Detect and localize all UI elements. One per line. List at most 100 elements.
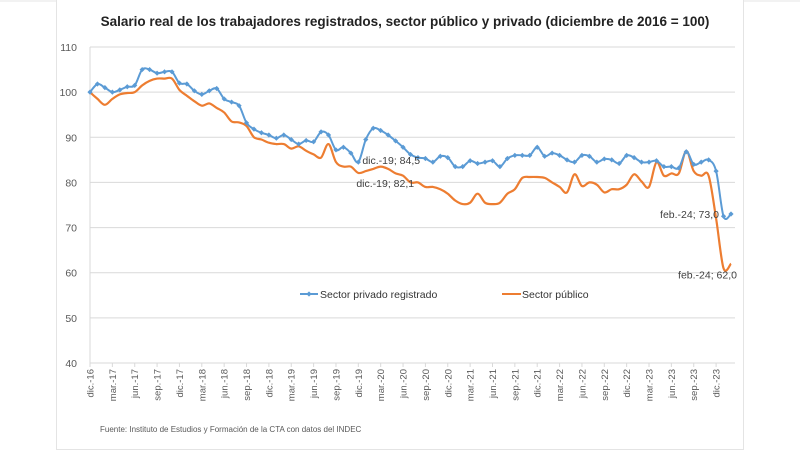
data-point-private: [683, 149, 689, 155]
data-point-private: [698, 159, 704, 165]
data-point-private: [258, 130, 265, 136]
x-tick-label: jun.-20: [399, 369, 410, 399]
x-tick-label: dic.-20: [443, 369, 454, 398]
data-point-private: [430, 159, 436, 165]
x-tick-label: mar.-17: [108, 369, 119, 401]
data-point-private: [631, 155, 637, 161]
x-tick-label: jun.-19: [309, 369, 320, 399]
data-point-private: [720, 213, 727, 219]
y-tick-label: 110: [60, 42, 77, 54]
data-point-private: [221, 96, 227, 102]
x-tick-label: jun.-21: [488, 369, 499, 399]
chart-frame: [56, 0, 744, 450]
legend-marker-private: [306, 291, 312, 297]
data-point-private: [169, 69, 175, 75]
y-tick-label: 100: [59, 87, 77, 99]
annotation-private-feb24: feb.-24; 73,0: [660, 209, 719, 221]
data-point-private: [94, 81, 101, 87]
data-point-private: [497, 164, 503, 170]
data-point-private: [437, 153, 443, 159]
y-tick-label: 50: [65, 313, 77, 325]
legend: Sector privado registrado Sector público: [300, 289, 589, 301]
annotation-public-feb24: feb.-24; 62,0: [678, 270, 737, 282]
x-tick-label: mar.-18: [197, 369, 208, 401]
source-note: Fuente: Instituto de Estudios y Formació…: [100, 425, 362, 434]
x-axis: dic.-16 mar.-17 jun.-17 sep.-17 dic.-17 mar.-…: [86, 363, 723, 401]
data-point-private: [422, 155, 429, 162]
x-tick-label: jun.-17: [130, 369, 141, 399]
data-point-private: [646, 159, 652, 165]
data-point-private: [214, 85, 220, 92]
data-point-private: [333, 147, 339, 153]
x-tick-label: mar.-21: [466, 369, 477, 401]
data-point-private: [325, 132, 332, 138]
data-point-private: [519, 152, 525, 158]
x-tick-label: dic.-23: [712, 369, 723, 398]
data-point-private: [102, 85, 108, 91]
y-tick-label: 70: [65, 223, 77, 235]
data-point-private: [229, 99, 235, 105]
data-point-private: [482, 159, 488, 165]
data-point-private: [445, 155, 451, 161]
data-point-private: [191, 88, 197, 94]
x-tick-label: mar.-20: [376, 369, 387, 401]
data-point-private: [363, 136, 369, 143]
data-point-private: [378, 127, 384, 134]
x-tick-label: mar.-19: [287, 369, 298, 401]
legend-label-public: Sector público: [522, 289, 589, 301]
data-point-private: [668, 164, 674, 170]
legend-label-private: Sector privado registrado: [320, 289, 437, 301]
data-point-private: [161, 69, 168, 75]
data-point-private: [355, 159, 361, 165]
x-tick-label: jun.-22: [577, 369, 588, 399]
data-point-private: [638, 159, 645, 165]
data-point-private: [199, 91, 205, 97]
x-tick-label: jun.-23: [667, 369, 678, 399]
data-point-private: [385, 132, 391, 138]
data-point-private: [691, 161, 697, 167]
series-line-public: [89, 76, 732, 272]
data-point-private: [713, 168, 719, 174]
data-point-private: [542, 153, 548, 159]
data-point-private: [534, 144, 540, 150]
data-point-private: [288, 136, 294, 143]
data-point-private: [728, 211, 734, 217]
y-axis: 40 50 60 70 80 90 100 110: [59, 42, 91, 370]
x-tick-label: sep.-23: [689, 369, 700, 401]
x-tick-label: sep.-17: [153, 369, 164, 401]
data-point-private: [87, 89, 93, 95]
annotation-private-dec19: dic.-19; 84,5: [362, 155, 420, 167]
annotations: dic.-19; 84,5 dic.-19; 82,1 feb.-24; 73,…: [356, 155, 737, 282]
series-layer: [87, 66, 734, 272]
data-point-private: [527, 152, 533, 158]
data-point-private: [460, 164, 466, 170]
data-point-private: [154, 70, 160, 76]
data-point-private: [340, 144, 347, 150]
data-point-private: [318, 129, 324, 135]
data-point-private: [176, 80, 183, 86]
data-point-private: [624, 152, 630, 158]
x-tick-label: sep.-20: [421, 369, 432, 401]
data-point-private: [109, 89, 115, 95]
data-point-private: [415, 155, 421, 161]
x-tick-label: jun.-18: [220, 369, 231, 399]
data-point-private: [273, 135, 279, 141]
x-tick-label: dic.-21: [533, 369, 544, 398]
y-tick-label: 40: [65, 358, 77, 370]
data-point-private: [706, 157, 712, 163]
data-point-private: [512, 152, 518, 158]
data-point-private: [251, 126, 257, 132]
series-line-private: [89, 67, 732, 220]
data-point-private: [616, 160, 622, 167]
data-point-private: [579, 152, 585, 158]
data-point-private: [549, 150, 555, 156]
x-tick-label: sep.-21: [510, 369, 521, 401]
data-point-private: [296, 141, 302, 147]
data-point-private: [266, 132, 272, 138]
x-tick-label: mar.-23: [645, 369, 656, 401]
data-point-private: [303, 137, 309, 144]
data-point-private: [586, 153, 592, 159]
data-point-private: [243, 120, 250, 126]
data-point-private: [139, 66, 145, 73]
